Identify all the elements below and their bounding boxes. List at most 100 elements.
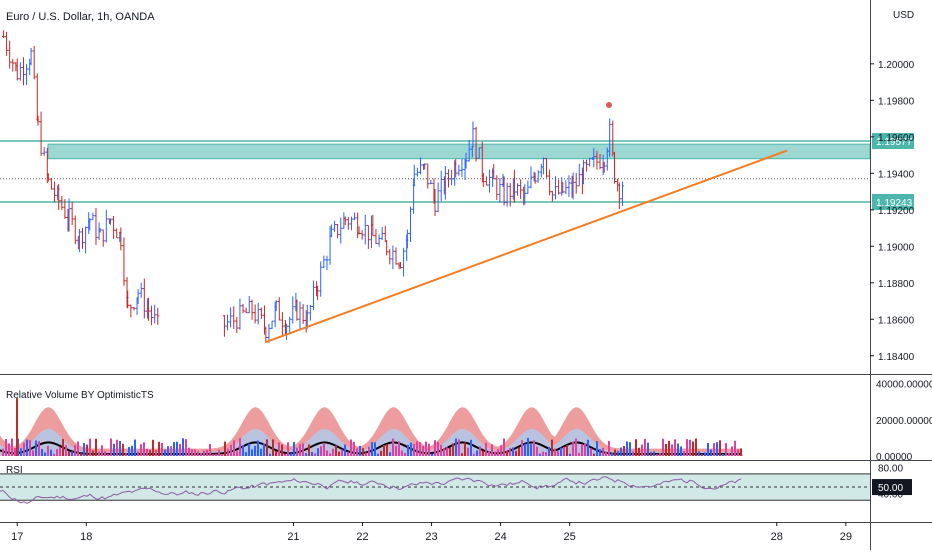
volume-bar: [302, 443, 304, 456]
time-tick-label: 28: [771, 531, 783, 543]
volume-bar: [545, 452, 547, 456]
volume-bar: [497, 449, 499, 456]
level-label: 1.19577: [876, 137, 913, 148]
volume-bar: [638, 447, 640, 456]
volume-bar: [548, 446, 550, 456]
time-axis[interactable]: 17 18 21 22 23 24 25 28 29: [11, 522, 852, 543]
trendline[interactable]: [265, 149, 788, 344]
volume-bar: [398, 441, 400, 456]
volume-bar: [683, 451, 685, 456]
volume-bar: [452, 443, 454, 456]
volume-bar: [710, 449, 712, 456]
volume-bar: [560, 447, 562, 456]
volume-bar: [404, 452, 406, 456]
volume-bar: [719, 440, 721, 456]
volume-bar: [695, 438, 697, 456]
volume-bar: [314, 453, 316, 456]
volume-bar: [515, 450, 517, 456]
volume-bar: [524, 443, 526, 456]
volume-bar: [722, 453, 724, 456]
volume-bar: [47, 445, 49, 456]
volume-bar: [653, 451, 655, 456]
volume-bar: [119, 440, 121, 456]
time-tick-label: 18: [80, 531, 92, 543]
volume-bar: [230, 444, 232, 456]
volume-bar: [209, 444, 211, 456]
volume-bar: [587, 439, 589, 456]
volume-bar: [5, 438, 7, 456]
volume-bar: [551, 439, 553, 456]
volume-bar: [389, 452, 391, 456]
volume-spike-bar: [16, 398, 18, 456]
volume-bar: [392, 438, 394, 456]
volume-bar: [602, 447, 604, 456]
volume-bar: [137, 451, 139, 456]
volume-bar: [59, 446, 61, 456]
volume-bar: [377, 453, 379, 456]
volume-bar: [125, 453, 127, 456]
volume-bar: [641, 444, 643, 456]
volume-bar: [290, 453, 292, 456]
volume-bar: [530, 444, 532, 456]
volume-bar: [212, 454, 214, 456]
volume-bar: [692, 441, 694, 456]
zone-box[interactable]: [47, 143, 871, 160]
volume-bar: [647, 442, 649, 456]
volume-bar: [332, 448, 334, 456]
volume-bar: [83, 443, 85, 456]
price-tick-label: 1.20000: [878, 60, 915, 71]
volume-bar: [449, 447, 451, 456]
volume-bar: [242, 444, 244, 456]
volume-bar: [155, 450, 157, 456]
volume-bar: [455, 438, 457, 456]
volume-bar: [50, 449, 52, 456]
volume-bar: [671, 444, 673, 456]
volume-bar: [65, 445, 67, 456]
volume-bar: [341, 449, 343, 456]
volume-bar: [188, 447, 190, 456]
volume-bar: [608, 440, 610, 456]
volume-bar: [467, 447, 469, 456]
volume-bar: [626, 441, 628, 456]
volume-bar: [152, 439, 154, 456]
volume-bar: [737, 449, 739, 456]
price-tick-label: 1.19800: [878, 96, 915, 107]
volume-bar: [251, 449, 253, 456]
volume-bar: [38, 441, 40, 456]
volume-bar: [590, 448, 592, 456]
rsi-line: [0, 476, 742, 504]
volume-bar: [632, 451, 634, 456]
time-tick-label: 22: [356, 531, 368, 543]
resistance-zone[interactable]: 1.19577 1.19243: [0, 133, 914, 210]
volume-bar: [293, 442, 295, 456]
volume-bar: [443, 448, 445, 456]
time-tick-label: 25: [564, 531, 576, 543]
volume-bar: [2, 448, 4, 456]
volume-bar: [734, 440, 736, 456]
trendline-line[interactable]: [265, 149, 788, 344]
volume-bar: [149, 450, 151, 456]
volume-bar: [353, 441, 355, 456]
volume-bar: [386, 444, 388, 456]
volume-bar: [62, 438, 64, 456]
volume-bar: [698, 451, 700, 456]
relative-volume-pane[interactable]: 40000.00000 20000.00000 0.00000: [0, 380, 932, 463]
volume-bar: [578, 453, 580, 456]
volume-bar: [668, 440, 670, 456]
price-tick-label: 1.18600: [878, 315, 915, 326]
volume-bar: [446, 447, 448, 456]
volume-bar: [236, 451, 238, 456]
volume-bar: [53, 453, 55, 456]
volume-bar: [605, 451, 607, 456]
volume-bar: [308, 444, 310, 456]
volume-bar: [422, 446, 424, 456]
volume-bar: [434, 440, 436, 456]
volume-bar: [140, 444, 142, 456]
volume-bar: [554, 448, 556, 456]
volume-bar: [704, 452, 706, 456]
time-tick-label: 17: [11, 531, 23, 543]
